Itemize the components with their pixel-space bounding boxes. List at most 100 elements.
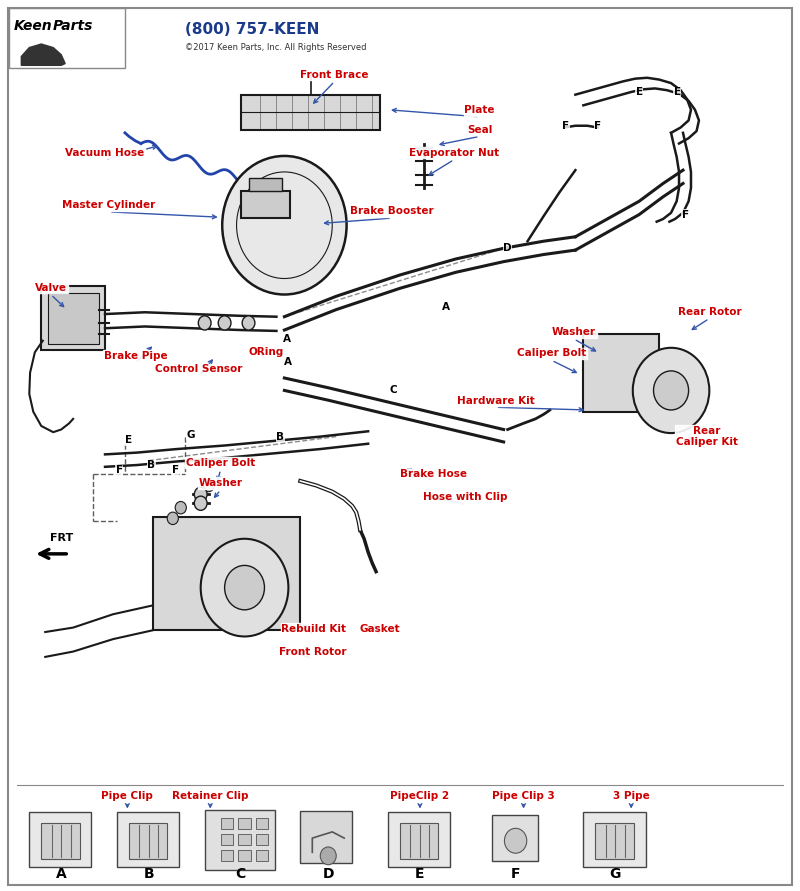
Text: ORing: ORing — [249, 347, 284, 356]
Circle shape — [654, 371, 689, 410]
Text: ©2017 Keen Parts, Inc. All Rights Reserved: ©2017 Keen Parts, Inc. All Rights Reserv… — [185, 43, 366, 52]
Text: Gasket: Gasket — [360, 624, 400, 634]
Text: Pipe Clip: Pipe Clip — [102, 791, 154, 801]
Text: F: F — [562, 121, 570, 131]
Text: Washer: Washer — [198, 478, 242, 488]
Bar — [583, 333, 659, 412]
Text: C: C — [390, 386, 398, 396]
Text: F: F — [116, 465, 123, 476]
Bar — [221, 850, 234, 862]
Text: G: G — [610, 867, 621, 880]
Circle shape — [167, 512, 178, 525]
Text: Front Rotor: Front Rotor — [278, 647, 346, 657]
Circle shape — [633, 347, 710, 433]
Text: Caliper Bolt: Caliper Bolt — [517, 348, 586, 358]
Text: E: E — [126, 435, 133, 446]
Text: Control Sensor: Control Sensor — [155, 364, 242, 374]
Text: Parts: Parts — [53, 20, 94, 33]
Circle shape — [505, 829, 526, 854]
Bar — [583, 813, 646, 868]
Text: Evaporator Nut: Evaporator Nut — [409, 148, 499, 158]
Text: Caliper Bolt: Caliper Bolt — [186, 458, 255, 468]
Text: FRT: FRT — [50, 533, 73, 544]
Bar — [241, 192, 290, 218]
Text: Retainer Clip: Retainer Clip — [172, 791, 249, 801]
Text: Plate: Plate — [465, 105, 495, 115]
Text: 3 Pipe: 3 Pipe — [613, 791, 650, 801]
Text: E: E — [674, 87, 681, 97]
Text: F: F — [594, 121, 602, 131]
Bar — [241, 94, 380, 130]
Text: E: E — [415, 867, 425, 880]
Bar — [492, 815, 538, 862]
Bar — [42, 286, 105, 349]
Circle shape — [194, 487, 207, 502]
Circle shape — [222, 156, 346, 295]
Bar — [388, 813, 450, 868]
Text: A: A — [442, 302, 450, 312]
Bar — [42, 823, 79, 859]
Text: Washer: Washer — [552, 327, 596, 337]
Circle shape — [203, 479, 214, 492]
Bar — [48, 293, 98, 344]
Bar — [400, 823, 438, 859]
Text: Seal: Seal — [467, 125, 493, 135]
Bar — [129, 823, 167, 859]
Text: D: D — [322, 867, 334, 880]
Text: D: D — [503, 243, 512, 253]
Text: Master Cylinder: Master Cylinder — [62, 200, 156, 210]
Text: Pipe Clip 3: Pipe Clip 3 — [492, 791, 555, 801]
Bar — [221, 834, 234, 846]
Text: Rebuild Kit: Rebuild Kit — [282, 624, 346, 634]
Bar — [256, 818, 269, 830]
Text: Hose with Clip: Hose with Clip — [423, 493, 508, 503]
Text: Valve: Valve — [35, 282, 67, 293]
Circle shape — [242, 315, 255, 330]
Text: Vacuum Hose: Vacuum Hose — [66, 148, 145, 158]
Bar — [595, 823, 634, 859]
Text: Rear
Caliper Kit: Rear Caliper Kit — [676, 426, 738, 447]
Bar — [221, 818, 234, 830]
Text: (800) 757-KEEN: (800) 757-KEEN — [185, 22, 319, 37]
Text: Keen: Keen — [14, 20, 53, 33]
Bar — [30, 813, 91, 868]
Bar — [10, 8, 125, 68]
Text: B: B — [147, 460, 155, 470]
Text: B: B — [277, 431, 285, 442]
Circle shape — [201, 539, 288, 636]
Bar — [117, 813, 179, 868]
Text: B: B — [143, 867, 154, 880]
Text: A: A — [282, 334, 290, 344]
Circle shape — [320, 847, 336, 865]
Text: A: A — [56, 867, 66, 880]
Bar — [300, 812, 352, 863]
Text: F: F — [172, 465, 178, 476]
Circle shape — [225, 566, 265, 609]
Text: F: F — [511, 867, 520, 880]
Text: Rear Rotor: Rear Rotor — [678, 307, 741, 316]
Bar — [256, 834, 269, 846]
Bar — [238, 834, 251, 846]
Bar — [238, 850, 251, 862]
Text: Brake Booster: Brake Booster — [350, 207, 434, 217]
Bar — [153, 517, 300, 630]
Text: A: A — [284, 357, 292, 367]
Text: C: C — [235, 867, 246, 880]
Text: Brake Pipe: Brake Pipe — [103, 351, 167, 361]
Bar — [238, 818, 251, 830]
Text: E: E — [636, 87, 642, 97]
Text: F: F — [682, 209, 689, 219]
Bar — [249, 178, 282, 192]
Bar — [256, 850, 269, 862]
Text: Hardware Kit: Hardware Kit — [457, 396, 534, 405]
Text: Front Brace: Front Brace — [300, 69, 369, 79]
Circle shape — [218, 315, 231, 330]
Circle shape — [198, 315, 211, 330]
Text: PipeClip 2: PipeClip 2 — [390, 791, 450, 801]
Circle shape — [175, 502, 186, 514]
Bar — [205, 810, 275, 871]
Circle shape — [194, 496, 207, 511]
Text: G: G — [187, 429, 195, 440]
Polygon shape — [22, 44, 65, 65]
Text: Brake Hose: Brake Hose — [400, 470, 467, 479]
